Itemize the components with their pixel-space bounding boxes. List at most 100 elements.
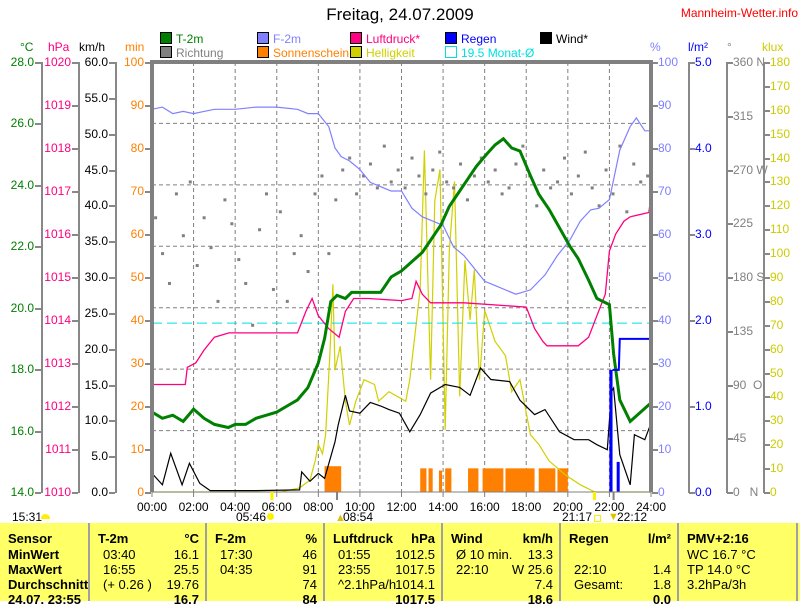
axis-tick <box>145 62 151 64</box>
axis-tick <box>764 133 770 136</box>
axis-tick <box>764 109 770 112</box>
table-column-0: Sensor MinWert MaxWert Durchschnitt 24.07. 2… <box>0 523 88 607</box>
axis-tick <box>652 105 658 107</box>
legend-label: Sonnenschein <box>273 46 350 60</box>
current-time: 15:31 <box>12 510 43 524</box>
legend-swatch-icon <box>160 46 172 58</box>
axis-unit-right-3: klux <box>762 40 784 54</box>
direction-dot <box>604 168 608 172</box>
axis-tick-label: 30 <box>770 413 784 428</box>
cell-value: 19.76 <box>166 577 199 592</box>
direction-dot <box>424 192 428 196</box>
time-tick-label: 24:00 <box>636 500 667 514</box>
axis-tick-label: 130 <box>770 174 791 189</box>
time-tick-label: 18:00 <box>511 500 542 514</box>
axis-unit-left-0: °C <box>20 40 34 54</box>
sunset-icon <box>594 515 601 522</box>
direction-dot <box>549 186 553 190</box>
temperature-line <box>151 136 652 430</box>
moonset-time: 22:12 <box>617 510 648 524</box>
wind-line <box>151 366 652 492</box>
direction-dot <box>507 186 511 190</box>
column-title: T-2m <box>98 531 129 546</box>
axis-tick <box>35 123 41 126</box>
axis-tick-label: 180 <box>770 55 791 69</box>
sunrise-icon <box>267 513 274 520</box>
axis-tick-label: 270 W <box>733 162 768 177</box>
row-label: MaxWert <box>8 562 62 577</box>
axis-tick-label: 360 N <box>733 55 766 69</box>
axis-tick <box>764 157 770 160</box>
direction-dot <box>154 216 158 220</box>
axis-tick <box>764 229 770 232</box>
direction-dot <box>375 186 379 190</box>
row-label: 24.07. 23:55 <box>8 592 82 607</box>
legend-swatch-icon <box>350 46 362 58</box>
moonrise-time: 08:54 <box>343 510 374 524</box>
cell-value: 46 <box>302 547 317 562</box>
sunset-time: 21:17 <box>562 510 593 524</box>
axis-tick <box>764 492 770 494</box>
axis-tick <box>764 420 770 423</box>
axis-tick <box>764 300 770 303</box>
axis-tick <box>689 62 695 64</box>
axis-tick-label: 1016 <box>44 227 71 241</box>
moonrise-icon: ▲ <box>335 512 346 524</box>
axis-tick <box>727 438 733 441</box>
axis-tick-label: 160 <box>770 102 791 117</box>
axis-tick <box>727 115 733 118</box>
axis-line <box>41 62 43 493</box>
direction-dot <box>514 162 518 166</box>
direction-dot <box>562 156 566 160</box>
axis-tick <box>72 105 78 107</box>
axis-tick-label: 10 <box>130 442 144 456</box>
sunshine-bar <box>557 468 568 492</box>
cell-value: 7.4 <box>534 577 553 592</box>
sunrise-marker <box>270 492 274 500</box>
axis-tick <box>72 363 78 365</box>
direction-dot <box>188 180 192 184</box>
axis-tick <box>109 420 115 423</box>
axis-tick-label: 0 <box>658 485 665 499</box>
direction-dot <box>362 174 366 178</box>
time-tick-label: 04:00 <box>220 500 251 514</box>
table-column-4: Wind km/h Ø 10 min. 13.3 22:10 W 25.6 7.4 18.6 <box>441 523 561 607</box>
site-link[interactable]: Mannheim-Wetter.info <box>680 6 798 20</box>
axis-tick <box>652 449 658 451</box>
direction-dot <box>569 192 573 196</box>
axis-tick-label: 2.0 <box>695 313 712 327</box>
cell-value: 1017.5 <box>395 562 435 577</box>
sunshine-bar <box>324 466 342 492</box>
cell-left: 16:55 <box>103 562 136 577</box>
direction-dot <box>611 192 615 196</box>
axis-tick <box>727 62 733 64</box>
direction-dot <box>625 210 629 214</box>
axis-tick-label: 20 <box>130 399 144 413</box>
direction-dot <box>521 144 525 148</box>
column-title: PMV+2:16 <box>687 531 749 546</box>
axis-tick-label: 10.0 <box>84 413 108 428</box>
axis-tick-label: 10 <box>658 442 672 456</box>
axis-tick-label: 70 <box>658 184 672 198</box>
axis-tick-label: 40 <box>658 313 672 327</box>
axis-tick-label: 80 <box>658 141 672 155</box>
axis-tick <box>727 277 733 279</box>
legend-label: Luftdruck* <box>366 32 421 46</box>
axis-tick-label: 60 <box>770 341 784 356</box>
sunshine-bar <box>445 468 452 492</box>
direction-dot <box>403 186 407 190</box>
axis-tick <box>727 223 733 226</box>
axis-tick <box>764 396 770 399</box>
cell-value: 1014.1 <box>395 577 435 592</box>
axis-tick <box>727 384 733 387</box>
axis-tick-label: 90 O <box>733 377 763 392</box>
direction-dot <box>431 168 435 172</box>
axis-tick-label: 30 <box>658 356 672 370</box>
axis-tick <box>145 492 151 494</box>
direction-dot <box>216 299 220 303</box>
axis-tick-label: 150 <box>770 126 791 141</box>
direction-dot <box>327 252 331 256</box>
direction-dot <box>438 150 442 154</box>
axis-unit-left-2: km/h <box>79 40 106 54</box>
